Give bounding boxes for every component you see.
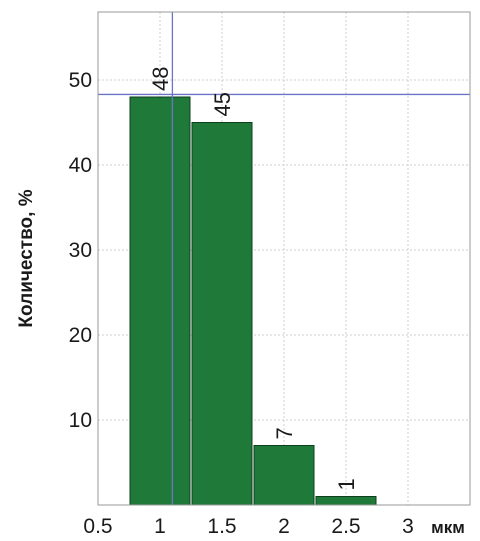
data-label: 1 bbox=[334, 478, 359, 490]
data-label: 48 bbox=[148, 67, 173, 91]
data-label: 45 bbox=[210, 92, 235, 116]
y-tick-label: 10 bbox=[69, 409, 92, 432]
y-tick-label: 40 bbox=[69, 154, 92, 177]
y-tick-label: 20 bbox=[69, 324, 92, 347]
bar-7 bbox=[253, 445, 315, 506]
x-tick-label: 2 bbox=[278, 515, 290, 538]
plot-border bbox=[97, 11, 471, 506]
y-axis-label: Количество, % bbox=[16, 189, 37, 327]
bar-45 bbox=[191, 122, 253, 506]
y-tick-label: 50 bbox=[69, 69, 92, 92]
x-axis-unit-label: мкм bbox=[431, 518, 465, 537]
x-tick-label: 1 bbox=[154, 515, 166, 538]
bar-1 bbox=[315, 496, 377, 506]
x-tick-label: 3 bbox=[402, 515, 414, 538]
x-tick-label: 0.5 bbox=[83, 515, 112, 538]
data-label: 7 bbox=[272, 427, 297, 439]
y-tick-label: 30 bbox=[69, 239, 92, 262]
x-tick-label: 1.5 bbox=[207, 515, 236, 538]
bar-48 bbox=[129, 96, 191, 506]
x-tick-label: 2.5 bbox=[331, 515, 360, 538]
